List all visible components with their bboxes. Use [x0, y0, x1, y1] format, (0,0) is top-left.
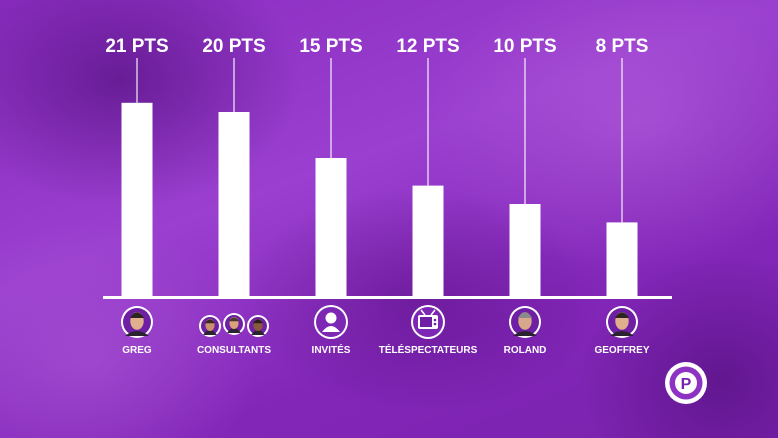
bar — [412, 185, 444, 296]
avatar-icon — [606, 306, 638, 338]
punchlistes-logo: P — [665, 362, 707, 404]
category-label: CONSULTANTS — [197, 345, 271, 356]
logo-letter: P — [681, 376, 692, 393]
value-label: 15 PTS — [299, 36, 362, 57]
category-label: ROLAND — [504, 345, 547, 356]
bar — [121, 102, 153, 296]
bar — [218, 112, 250, 296]
bar — [509, 204, 541, 296]
category-label: INVITÉS — [312, 343, 351, 356]
person-silhouette-icon — [314, 305, 348, 339]
category-label: GREG — [122, 345, 152, 356]
avatar-icon — [121, 306, 153, 338]
bar — [315, 158, 347, 296]
value-label: 12 PTS — [396, 36, 459, 57]
value-label: 8 PTS — [596, 36, 649, 57]
category-label: GEOFFREY — [594, 345, 649, 356]
tv-icon — [411, 305, 445, 339]
avatar-icon — [509, 306, 541, 338]
bar — [606, 222, 638, 296]
value-label: 21 PTS — [105, 36, 168, 57]
value-label: 20 PTS — [202, 36, 265, 57]
category-label: TÉLÉSPECTATEURS — [379, 343, 478, 356]
group-avatar-icon — [199, 313, 269, 337]
value-label: 10 PTS — [493, 36, 556, 57]
